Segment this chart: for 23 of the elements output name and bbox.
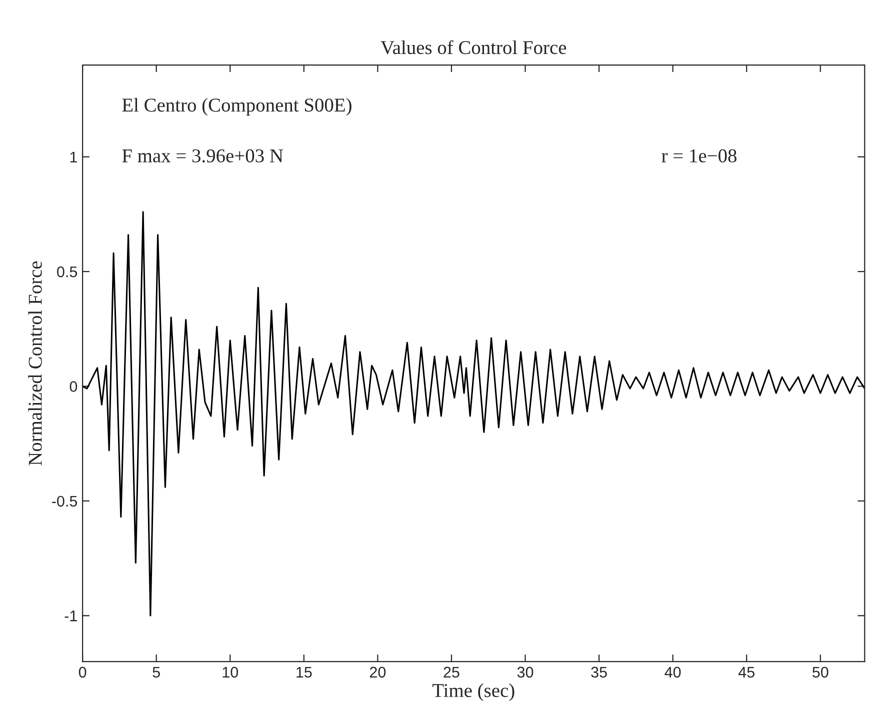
x-axis-title: Time (sec) bbox=[432, 683, 514, 702]
x-tick-label: 40 bbox=[664, 666, 681, 678]
y-tick-label: 0 bbox=[70, 381, 78, 392]
x-tick-label: 35 bbox=[591, 666, 607, 678]
annotation: F max = 3.96e+03 N bbox=[122, 149, 284, 162]
x-tick-label: 5 bbox=[152, 666, 160, 678]
x-tick-label: 25 bbox=[444, 666, 460, 678]
x-tick-label: 15 bbox=[296, 666, 312, 678]
x-tick-label: 20 bbox=[370, 666, 386, 678]
annotation: El Centro (Component S00E) bbox=[122, 98, 352, 116]
x-tick-label: 30 bbox=[517, 666, 534, 678]
x-tick-label: 0 bbox=[78, 666, 86, 678]
y-tick-label: 0.5 bbox=[57, 266, 78, 278]
x-tick-label: 45 bbox=[738, 666, 754, 678]
y-axis-title: Normalized Control Force bbox=[28, 261, 42, 466]
y-tick-label: -1 bbox=[64, 610, 77, 622]
x-tick-label: 10 bbox=[222, 666, 238, 678]
x-tick-label: 50 bbox=[812, 666, 828, 678]
line-series bbox=[82, 211, 865, 616]
y-tick-label: 1 bbox=[70, 152, 77, 162]
chart-title: Values of Control Force bbox=[380, 40, 566, 54]
annotation: r = 1e−08 bbox=[662, 149, 736, 162]
y-tick-label: -0.5 bbox=[52, 496, 78, 507]
